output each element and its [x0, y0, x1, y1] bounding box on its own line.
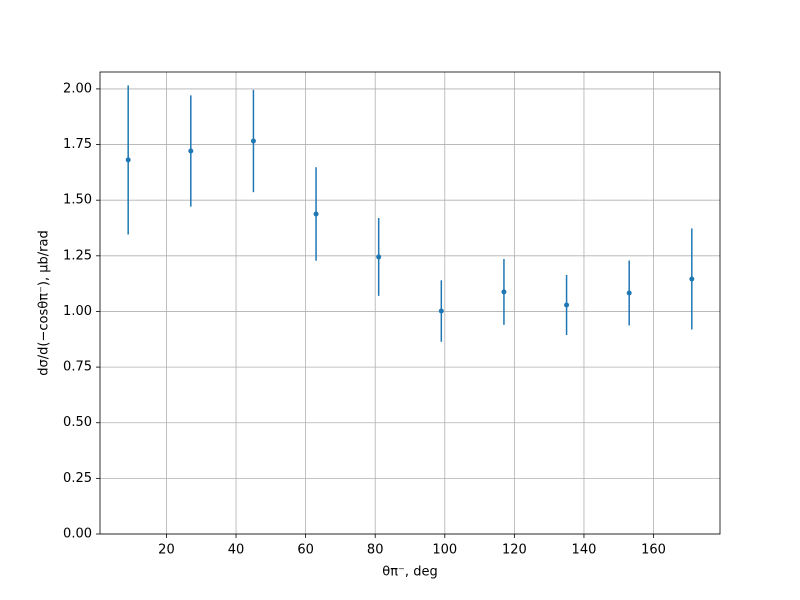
y-tick-label: 0.00: [63, 527, 92, 542]
x-tick-label: 120: [502, 543, 527, 558]
data-point: [250, 138, 256, 144]
y-axis-label: dσ/d(−cosθπ⁻), μb/rad: [37, 230, 52, 375]
x-tick-label: 40: [228, 543, 245, 558]
data-point: [376, 254, 382, 260]
y-tick-label: 2.00: [63, 81, 92, 96]
axes-frame: [99, 71, 721, 535]
x-tick-label: 140: [572, 543, 597, 558]
data-point: [188, 148, 194, 154]
x-axis-label: θπ⁻, deg: [382, 565, 437, 580]
y-tick-label: 0.75: [63, 360, 92, 375]
data-point: [438, 308, 444, 314]
y-tick-label: 0.50: [63, 415, 92, 430]
x-tick-label: 160: [641, 543, 666, 558]
data-point: [313, 211, 319, 217]
y-tick-label: 1.75: [63, 137, 92, 152]
y-tick-label: 1.00: [63, 304, 92, 319]
x-tick-label: 80: [367, 543, 384, 558]
x-tick-label: 20: [158, 543, 175, 558]
data-point: [564, 302, 570, 308]
y-tick-label: 1.25: [63, 248, 92, 263]
data-point: [125, 157, 131, 163]
x-tick-label: 100: [432, 543, 457, 558]
plot-area: [100, 72, 720, 534]
data-point: [626, 290, 632, 296]
y-tick-label: 0.25: [63, 471, 92, 486]
x-tick-label: 60: [297, 543, 314, 558]
y-tick-label: 1.50: [63, 193, 92, 208]
data-point: [501, 289, 507, 295]
data-point: [689, 276, 695, 282]
